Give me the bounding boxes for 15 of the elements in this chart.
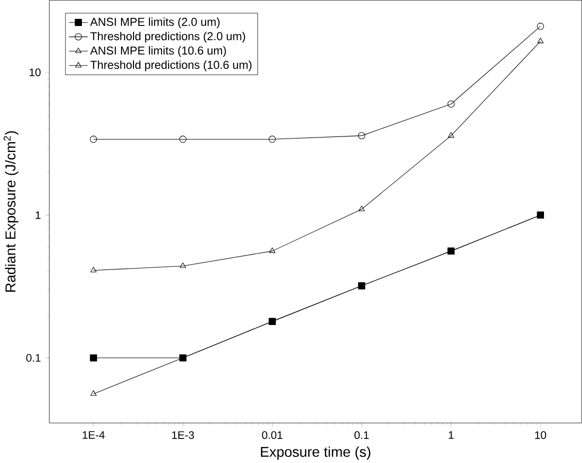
y-tick-label: 0.1 xyxy=(26,354,40,362)
x-tick-label: 1E-4 xyxy=(82,431,105,439)
legend-label: ANSI MPE limits (10.6 um) xyxy=(90,46,226,57)
legend-label: ANSI MPE limits (2.0 um) xyxy=(90,17,220,28)
legend-label: Threshold predictions (10.6 um) xyxy=(90,60,252,72)
x-axis-title: Exposure time (s) xyxy=(260,446,370,460)
x-tick-label: 0.1 xyxy=(354,431,369,439)
y-tick-label: 1 xyxy=(36,211,40,219)
y-axis-title: Radiant Exposure (J/cm$^{2}$) xyxy=(4,131,18,292)
x-tick-label: 1 xyxy=(448,431,454,439)
x-tick-label: 0.01 xyxy=(262,431,282,439)
x-tick-label: 1E-3 xyxy=(172,431,194,439)
x-tick-label: 10 xyxy=(535,431,546,439)
y-tick-label: 10 xyxy=(30,68,41,76)
legend-label: Threshold predictions (2.0 um) xyxy=(90,32,246,42)
